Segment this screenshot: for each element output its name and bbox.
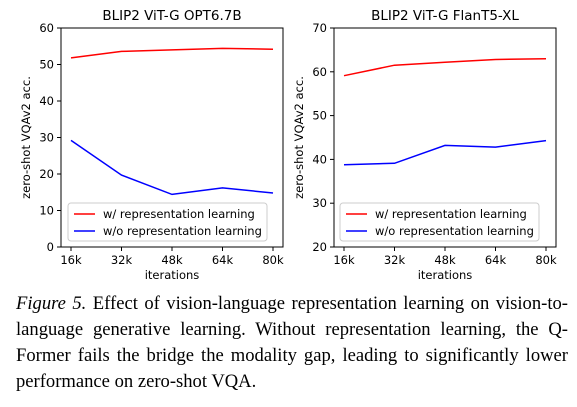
- figure-caption: Figure 5. Effect of vision-language repr…: [16, 291, 568, 395]
- chart1-title: BLIP2 ViT-G OPT6.7B: [102, 8, 241, 24]
- chart1-x-tick-label: 16k: [60, 253, 82, 267]
- chart1-x-tick-label: 32k: [111, 253, 133, 267]
- chart1-x-tick-label: 80k: [262, 253, 284, 267]
- chart1-y-tick-label: 40: [39, 94, 54, 108]
- figure-charts: BLIP2 ViT-G OPT6.7B 0 10 20 30 40 50 60 16k 32k 48…: [19, 8, 557, 282]
- chart2-y-tick-label: 70: [312, 21, 327, 35]
- chart1-x-tick-label: 64k: [212, 253, 234, 267]
- chart2-x-axis-label: iterations: [418, 268, 473, 282]
- chart2-y-tick-label: 30: [312, 196, 327, 210]
- chart1-y-axis-label: zero-shot VQAv2 acc.: [19, 76, 33, 199]
- chart1-y-tick-label: 10: [39, 204, 54, 218]
- chart1-series-line-2: [70, 139, 274, 196]
- chart2-y-tick-label: 40: [312, 152, 327, 166]
- chart2-x-tick-label: 80k: [535, 253, 557, 267]
- chart2-y-tick-label: 50: [312, 109, 327, 123]
- chart2-legend-box: [339, 202, 540, 242]
- chart2-y-tick-label: 60: [312, 65, 327, 79]
- chart2-y-tick-label: 20: [312, 240, 327, 254]
- chart1-legend-label-2: w/o representation learning: [103, 224, 262, 238]
- chart1-legend-label-1: w/ representation learning: [103, 207, 255, 221]
- chart2-x-tick-label: 32k: [384, 253, 406, 267]
- chart2-x-tick-label: 48k: [434, 253, 456, 267]
- chart1-x-axis-label: iterations: [145, 268, 200, 282]
- chart2-series-line-1: [343, 57, 547, 77]
- chart2-series-line-2: [343, 139, 547, 166]
- chart1-y-tick-label: 50: [39, 58, 54, 72]
- chart2-legend-label-2: w/o representation learning: [375, 224, 534, 238]
- chart2-title: BLIP2 ViT-G FlanT5-XL: [371, 8, 519, 24]
- chart1-y-tick-label: 20: [39, 167, 54, 181]
- caption-label: Figure 5.: [16, 293, 87, 314]
- chart1-legend-box: [67, 202, 268, 242]
- chart2-x-tick-label: 64k: [485, 253, 507, 267]
- caption-text: Effect of vision-language representation…: [16, 293, 569, 392]
- chart1-x-tick-label: 48k: [161, 253, 183, 267]
- chart1-y-tick-label: 30: [39, 131, 54, 145]
- chart1-series-line-1: [70, 47, 274, 59]
- chart1-y-tick-label: 0: [47, 240, 54, 254]
- chart2-y-axis-label: zero-shot VQAv2 acc.: [292, 76, 306, 199]
- chart2-x-tick-label: 16k: [333, 253, 355, 267]
- chart2-legend-label-1: w/ representation learning: [375, 207, 527, 221]
- chart1-y-tick-label: 60: [39, 21, 54, 35]
